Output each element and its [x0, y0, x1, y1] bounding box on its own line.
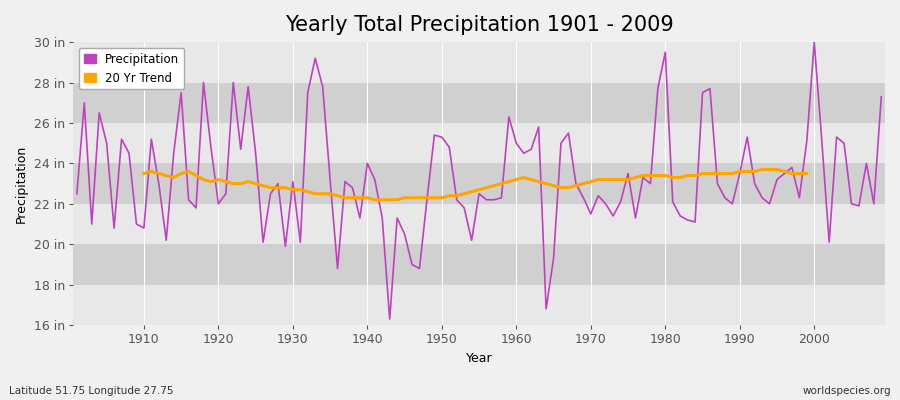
- Bar: [73, 82, 885, 123]
- Legend: Precipitation, 20 Yr Trend: Precipitation, 20 Yr Trend: [79, 48, 184, 89]
- Y-axis label: Precipitation: Precipitation: [15, 144, 28, 223]
- Bar: [73, 163, 885, 204]
- X-axis label: Year: Year: [466, 352, 492, 365]
- Text: Latitude 51.75 Longitude 27.75: Latitude 51.75 Longitude 27.75: [9, 386, 174, 396]
- Bar: [73, 244, 885, 285]
- Bar: [73, 204, 885, 244]
- Bar: [73, 123, 885, 163]
- Title: Yearly Total Precipitation 1901 - 2009: Yearly Total Precipitation 1901 - 2009: [284, 15, 673, 35]
- Bar: [73, 42, 885, 82]
- Text: worldspecies.org: worldspecies.org: [803, 386, 891, 396]
- Bar: [73, 285, 885, 325]
